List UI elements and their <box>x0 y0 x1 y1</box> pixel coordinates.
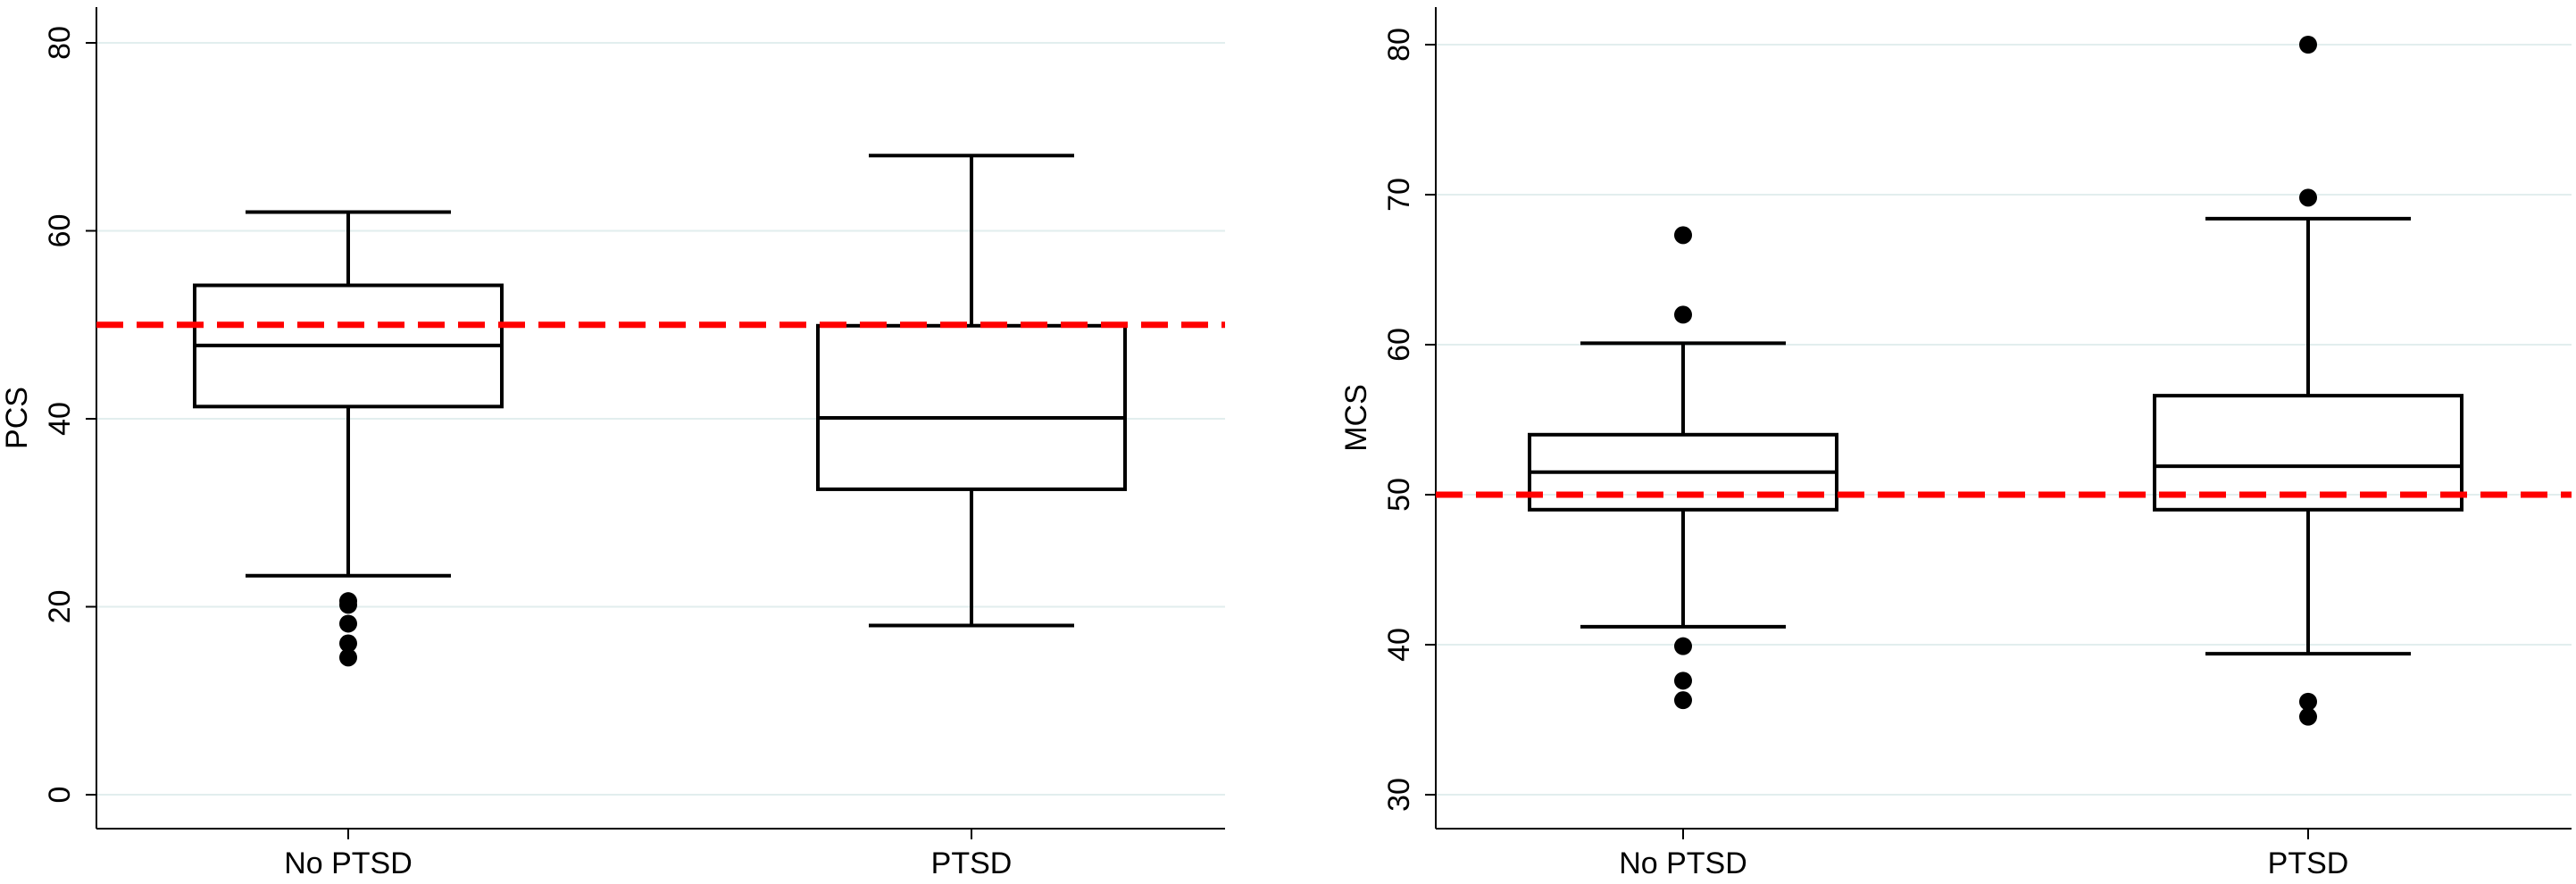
mcs-y-tick-label-70: 70 <box>1382 178 1416 212</box>
pcs-no-ptsd-x-tick-label: No PTSD <box>284 846 413 880</box>
mcs-no-ptsd-outlier-5 <box>1674 691 1692 710</box>
pcs-no-ptsd-outlier-3 <box>339 614 357 633</box>
pcs-y-tick-label-0: 0 <box>43 787 77 804</box>
mcs-no-ptsd-outlier-1 <box>1674 226 1692 245</box>
pcs-ptsd-box <box>816 323 1127 491</box>
mcs-y-tick-label-30: 30 <box>1382 778 1416 812</box>
pcs-no-ptsd-outlier-4 <box>339 634 357 653</box>
mcs-no-ptsd-x-tick-label: No PTSD <box>1619 846 1747 880</box>
mcs-no-ptsd-outlier-2 <box>1674 305 1692 324</box>
pcs-no-ptsd-outlier-2 <box>339 596 357 614</box>
pcs-y-tick-label-60: 60 <box>43 214 77 248</box>
pcs-ptsd-x-tick-label: PTSD <box>931 846 1013 880</box>
pcs-no-ptsd-outlier-5 <box>339 648 357 667</box>
mcs-y-axis-title: MCS <box>1339 384 1373 452</box>
mcs-y-tick-label-50: 50 <box>1382 478 1416 512</box>
pcs-panel: 0 20 40 60 80 PCS No PTSD PTSD <box>0 7 1225 880</box>
mcs-no-ptsd-outlier-3 <box>1674 637 1692 655</box>
mcs-panel: 30 40 50 60 70 80 MCS No PTSD PTSD <box>1339 7 2572 880</box>
mcs-y-tick-label-40: 40 <box>1382 628 1416 662</box>
pcs-y-axis-title: PCS <box>0 387 34 449</box>
mcs-ptsd-outlier-4 <box>2299 707 2317 726</box>
mcs-ptsd-x-tick-label: PTSD <box>2268 846 2349 880</box>
mcs-ptsd-outlier-3 <box>2299 692 2317 711</box>
pcs-y-tick-label-40: 40 <box>43 402 77 436</box>
mcs-y-tick-label-80: 80 <box>1382 28 1416 62</box>
mcs-y-tick-label-60: 60 <box>1382 328 1416 362</box>
pcs-y-tick-label-80: 80 <box>43 26 77 60</box>
mcs-ptsd-box <box>2153 394 2463 512</box>
mcs-no-ptsd-outlier-4 <box>1674 671 1692 690</box>
mcs-ptsd-outlier-2 <box>2299 188 2317 207</box>
mcs-ptsd-outlier-1 <box>2299 36 2317 54</box>
pcs-y-tick-label-20: 20 <box>43 590 77 624</box>
